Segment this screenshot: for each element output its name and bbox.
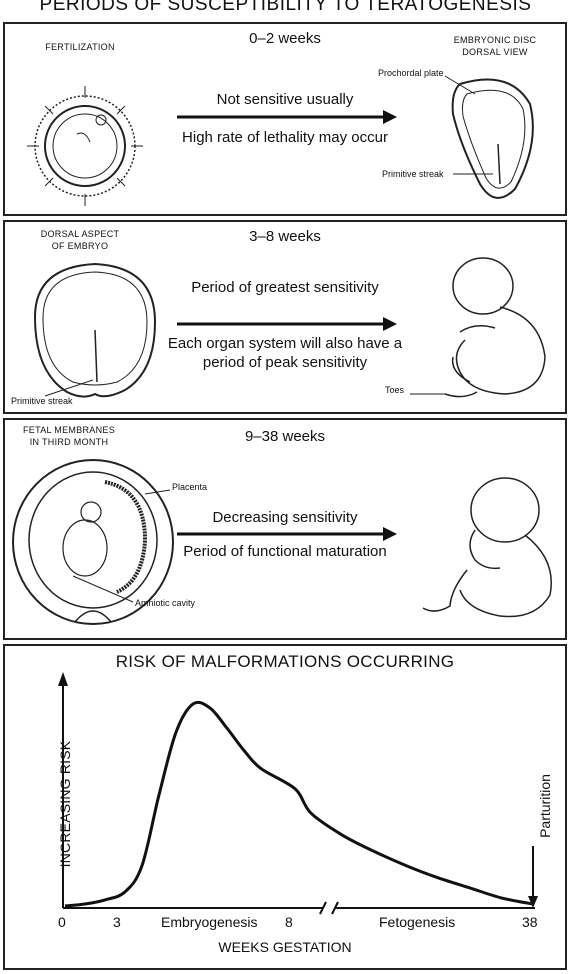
weeks-3-8: 3–8 weeks (249, 228, 321, 245)
panel-2-line-1: Period of greatest sensitivity (191, 279, 379, 296)
panel-0-2-weeks: FERTILIZATION 0–2 weeks Not sensitive (3, 22, 567, 216)
embryonic-disc-icon (444, 75, 534, 199)
dorsal-embryo-icon (33, 262, 157, 398)
page-title: PERIODS OF SUSCEPTIBILITY TO TERATOGENES… (39, 0, 532, 15)
risk-curve (64, 700, 534, 908)
panel-9-38-weeks: FETAL MEMBRANES IN THIRD MONTH 9–38 week… (3, 418, 567, 640)
fetus-icon (422, 477, 552, 618)
weeks-9-38: 9–38 weeks (244, 428, 326, 445)
caption-line: DORSAL ASPECT (40, 229, 120, 239)
prochordal-plate-label: Prochordal plate (378, 68, 444, 78)
caption-line: OF EMBRYO (51, 241, 109, 251)
fertilization-illustration (27, 75, 534, 206)
chart-title: RISK OF MALFORMATIONS OCCURRING (115, 652, 455, 671)
parturition-label: Parturition (537, 774, 553, 838)
embryogenesis-label: Embryogenesis (161, 914, 258, 930)
panel-2-line-2: Each organ system will also have a perio… (167, 335, 403, 371)
embryo-week-8-icon (410, 257, 546, 398)
weeks-0-2: 0–2 weeks (249, 30, 321, 47)
panel-3-line-2: Period of functional maturation (183, 543, 387, 560)
x-tick-8: 8 (285, 914, 293, 930)
arrow-icon (177, 317, 397, 331)
panel-1-line-2: High rate of lethality may occur (182, 129, 388, 146)
sperm-cells-icon (27, 86, 143, 206)
caption-line: DORSAL VIEW (462, 47, 528, 57)
risk-chart-panel: RISK OF MALFORMATIONS OCCURRING INCREASI… (3, 644, 567, 970)
fetal-illustration (12, 459, 552, 625)
caption-line: FETAL MEMBRANES (22, 425, 115, 435)
panel-3-8-weeks: DORSAL ASPECT OF EMBRYO 3–8 weeks Period… (3, 220, 567, 414)
caption-line: IN THIRD MONTH (29, 437, 109, 447)
panel-3-line-1: Decreasing sensitivity (212, 509, 358, 526)
uterus-icon (12, 459, 174, 625)
caption-line: EMBRYONIC DISC (453, 35, 537, 45)
embryo-illustration (33, 257, 546, 398)
primitive-streak-label-2: Primitive streak (11, 396, 73, 406)
fertilization-caption: FERTILIZATION (45, 42, 115, 52)
x-tick-0: 0 (58, 914, 66, 930)
axis-break-icon (319, 901, 339, 915)
x-tick-3: 3 (113, 914, 121, 930)
x-axis-label: WEEKS GESTATION (218, 939, 352, 955)
embryonic-disc-caption: EMBRYONIC DISC DORSAL VIEW (425, 34, 565, 58)
fetogenesis-label: Fetogenesis (379, 914, 456, 930)
arrow-icon (177, 110, 397, 124)
y-axis (58, 672, 68, 908)
fetal-membranes-caption: FETAL MEMBRANES IN THIRD MONTH (9, 424, 129, 448)
dorsal-aspect-caption: DORSAL ASPECT OF EMBRYO (25, 228, 135, 252)
arrow-icon (177, 527, 397, 541)
amniotic-cavity-label: Amniotic cavity (135, 598, 196, 608)
primitive-streak-label-1: Primitive streak (382, 169, 444, 179)
parturition-arrow-icon (528, 846, 538, 908)
toes-label: Toes (385, 385, 405, 395)
risk-chart (58, 672, 538, 915)
x-tick-38: 38 (522, 914, 538, 930)
panel-1-line-1: Not sensitive usually (216, 91, 354, 108)
placenta-label: Placenta (172, 482, 208, 492)
